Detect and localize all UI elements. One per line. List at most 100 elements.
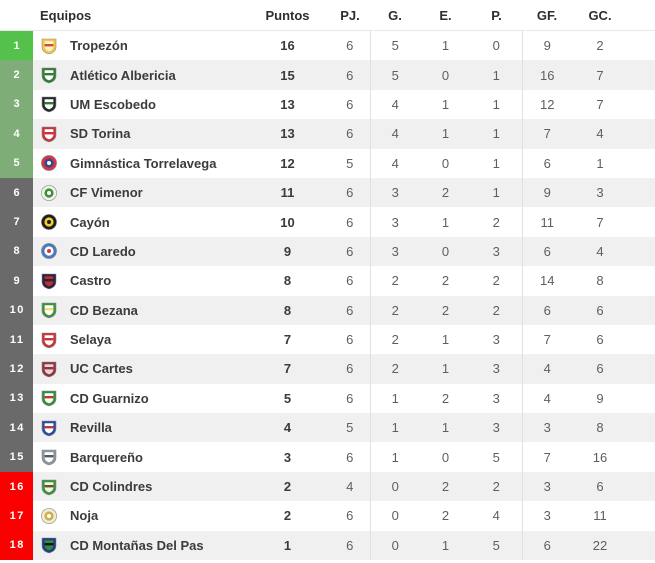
draws-value: 0 bbox=[441, 67, 450, 83]
position-badge: 6 bbox=[0, 177, 33, 208]
points-value: 9 bbox=[283, 243, 292, 259]
draws-value: 0 bbox=[441, 449, 450, 465]
team-name[interactable]: CD Montañas Del Pas bbox=[70, 537, 204, 553]
goals-for-value: 7 bbox=[521, 442, 572, 472]
draws-value: 1 bbox=[441, 38, 450, 54]
team-cell: UC Cartes bbox=[33, 354, 245, 383]
table-row: 12 UC Cartes 7 6 2 1 3 4 6 bbox=[0, 354, 655, 384]
goals-against-value: 6 bbox=[596, 302, 604, 318]
sd-torina-crest-icon bbox=[40, 125, 58, 143]
column-header-puntos: Puntos bbox=[245, 0, 330, 31]
goals-for-value: 9 bbox=[521, 30, 572, 61]
table-row: 11 Selaya 7 6 2 1 3 7 6 bbox=[0, 324, 655, 355]
team-name[interactable]: UC Cartes bbox=[70, 361, 133, 377]
losses-value: 3 bbox=[492, 361, 500, 377]
goals-for-value: 3 bbox=[521, 413, 572, 443]
table-body: 1 Tropezón 16 6 5 1 0 9 2 2 Atlético Albericia 15 6 5… bbox=[0, 30, 655, 561]
goals-against-value: 7 bbox=[596, 96, 604, 112]
goals-against-value: 16 bbox=[592, 449, 608, 465]
team-name[interactable]: Gimnástica Torrelavega bbox=[70, 155, 217, 171]
team-name[interactable]: SD Torina bbox=[70, 126, 131, 142]
played-value: 6 bbox=[346, 96, 354, 112]
row-spacer bbox=[628, 31, 655, 61]
row-spacer bbox=[628, 237, 655, 266]
position-badge: 9 bbox=[0, 266, 33, 296]
team-name[interactable]: Atlético Albericia bbox=[70, 67, 176, 83]
points-value: 10 bbox=[280, 214, 295, 230]
goals-for-value: 12 bbox=[521, 89, 572, 120]
team-cell: Selaya bbox=[33, 325, 245, 354]
played-value: 6 bbox=[346, 449, 354, 465]
team-name[interactable]: Cayón bbox=[70, 214, 110, 230]
draws-value: 2 bbox=[441, 302, 450, 318]
losses-value: 1 bbox=[492, 96, 500, 112]
table-row: 5 Gimnástica Torrelavega 12 5 4 0 1 6 1 bbox=[0, 148, 655, 178]
cayon-crest-icon bbox=[40, 213, 58, 231]
goals-for-value: 4 bbox=[521, 354, 572, 384]
team-cell: Revilla bbox=[33, 413, 245, 442]
draws-value: 1 bbox=[441, 96, 450, 112]
points-value: 15 bbox=[280, 67, 295, 83]
draws-value: 0 bbox=[441, 155, 450, 171]
team-name[interactable]: CD Colindres bbox=[70, 479, 153, 495]
cd-montanas-del-pas-crest-icon bbox=[40, 536, 58, 554]
team-name[interactable]: CD Bezana bbox=[70, 302, 138, 318]
position-badge: 17 bbox=[0, 501, 33, 531]
draws-value: 2 bbox=[441, 390, 450, 406]
team-name[interactable]: Noja bbox=[70, 508, 99, 524]
team-name[interactable]: UM Escobedo bbox=[70, 96, 156, 112]
played-value: 6 bbox=[346, 390, 354, 406]
team-cell: Tropezón bbox=[33, 31, 245, 61]
table-row: 14 Revilla 4 5 1 1 3 3 8 bbox=[0, 413, 655, 443]
team-name[interactable]: CD Laredo bbox=[70, 243, 136, 259]
goals-against-value: 4 bbox=[596, 126, 604, 142]
points-value: 8 bbox=[283, 273, 292, 289]
team-name[interactable]: Tropezón bbox=[70, 38, 128, 54]
table-row: 4 SD Torina 13 6 4 1 1 7 4 bbox=[0, 119, 655, 149]
goals-for-value: 9 bbox=[521, 177, 572, 208]
goals-against-value: 9 bbox=[596, 390, 604, 406]
column-header-pj: PJ. bbox=[330, 0, 370, 31]
cd-guarnizo-crest-icon bbox=[40, 389, 58, 407]
row-spacer bbox=[628, 442, 655, 471]
column-header-equipos: Equipos bbox=[33, 0, 245, 31]
draws-value: 1 bbox=[441, 361, 450, 377]
points-value: 13 bbox=[280, 126, 295, 142]
goals-for-value: 3 bbox=[521, 471, 572, 502]
losses-value: 0 bbox=[492, 38, 500, 54]
wins-value: 3 bbox=[369, 207, 420, 237]
losses-value: 2 bbox=[492, 479, 500, 495]
goals-against-value: 1 bbox=[596, 155, 604, 171]
played-value: 6 bbox=[346, 38, 354, 54]
team-name[interactable]: Barquereño bbox=[70, 449, 143, 465]
team-cell: CD Montañas Del Pas bbox=[33, 531, 245, 560]
team-name[interactable]: CF Vimenor bbox=[70, 185, 143, 201]
position-badge: 18 bbox=[0, 530, 33, 561]
table-row: 9 Castro 8 6 2 2 2 14 8 bbox=[0, 266, 655, 296]
wins-value: 3 bbox=[369, 177, 420, 208]
goals-for-value: 6 bbox=[521, 148, 572, 178]
team-name[interactable]: Revilla bbox=[70, 420, 112, 436]
points-value: 7 bbox=[283, 332, 292, 348]
team-name[interactable]: CD Guarnizo bbox=[70, 390, 149, 406]
column-header-gf: GF. bbox=[522, 0, 572, 31]
points-value: 11 bbox=[280, 185, 295, 201]
played-value: 6 bbox=[346, 67, 354, 83]
losses-value: 2 bbox=[492, 214, 500, 230]
position-badge: 11 bbox=[0, 324, 33, 355]
revilla-crest-icon bbox=[40, 419, 58, 437]
points-value: 4 bbox=[283, 420, 292, 436]
cd-colindres-crest-icon bbox=[40, 478, 58, 496]
team-name[interactable]: Castro bbox=[70, 273, 112, 289]
points-value: 7 bbox=[283, 361, 292, 377]
wins-value: 5 bbox=[369, 30, 420, 61]
position-badge: 16 bbox=[0, 471, 33, 502]
points-value: 12 bbox=[280, 155, 295, 171]
team-cell: Gimnástica Torrelavega bbox=[33, 149, 245, 178]
team-name[interactable]: Selaya bbox=[70, 332, 112, 348]
draws-value: 1 bbox=[441, 214, 450, 230]
column-header-g: G. bbox=[370, 0, 420, 31]
goals-against-value: 7 bbox=[596, 67, 604, 83]
goals-for-value: 14 bbox=[521, 266, 572, 296]
